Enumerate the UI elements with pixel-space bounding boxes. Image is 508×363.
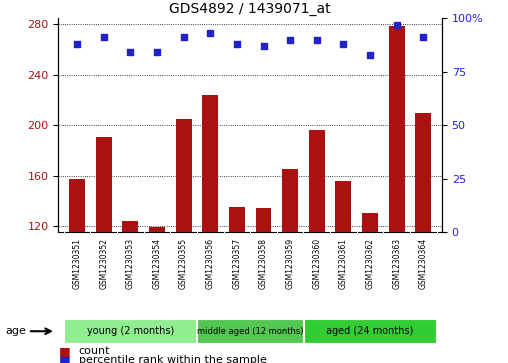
Text: GSM1230352: GSM1230352 — [99, 237, 108, 289]
Point — [260, 43, 268, 49]
Text: GSM1230359: GSM1230359 — [285, 237, 295, 289]
Point — [179, 34, 187, 40]
Text: GSM1230362: GSM1230362 — [366, 237, 374, 289]
Text: middle aged (12 months): middle aged (12 months) — [197, 327, 303, 336]
Text: GSM1230358: GSM1230358 — [259, 237, 268, 289]
Bar — [96, 136, 112, 232]
Text: GSM1230356: GSM1230356 — [206, 237, 215, 289]
Point — [286, 37, 294, 42]
Point — [419, 34, 427, 40]
Bar — [416, 113, 431, 232]
Title: GDS4892 / 1439071_at: GDS4892 / 1439071_at — [169, 2, 331, 16]
Bar — [69, 179, 85, 232]
Text: GSM1230353: GSM1230353 — [126, 237, 135, 289]
Point — [206, 30, 214, 36]
Text: GSM1230363: GSM1230363 — [392, 237, 401, 289]
Text: GSM1230364: GSM1230364 — [419, 237, 428, 289]
Text: count: count — [79, 346, 110, 356]
Text: GSM1230355: GSM1230355 — [179, 237, 188, 289]
Bar — [122, 221, 138, 232]
Point — [339, 41, 347, 47]
Bar — [309, 130, 325, 232]
Text: GSM1230357: GSM1230357 — [232, 237, 241, 289]
Point — [366, 52, 374, 57]
Bar — [149, 227, 165, 232]
Point — [313, 37, 321, 42]
Point — [153, 49, 161, 55]
Bar — [176, 119, 192, 232]
Text: young (2 months): young (2 months) — [87, 326, 174, 336]
Bar — [256, 208, 271, 232]
Text: GSM1230360: GSM1230360 — [312, 237, 321, 289]
Bar — [304, 319, 436, 343]
Bar — [282, 169, 298, 232]
Bar — [65, 319, 197, 343]
Text: age: age — [5, 326, 26, 336]
Bar — [362, 213, 378, 232]
Bar — [389, 26, 405, 232]
Text: ■: ■ — [58, 354, 70, 363]
Text: GSM1230354: GSM1230354 — [152, 237, 162, 289]
Point — [100, 34, 108, 40]
Point — [233, 41, 241, 47]
Bar — [229, 207, 245, 232]
Point — [126, 49, 135, 55]
Text: aged (24 months): aged (24 months) — [326, 326, 414, 336]
Point — [393, 22, 401, 28]
Text: percentile rank within the sample: percentile rank within the sample — [79, 355, 267, 363]
Text: GSM1230351: GSM1230351 — [73, 237, 82, 289]
Bar — [335, 181, 352, 232]
Text: ■: ■ — [58, 345, 70, 358]
Text: GSM1230361: GSM1230361 — [339, 237, 348, 289]
Bar — [198, 319, 303, 343]
Bar — [202, 95, 218, 232]
Point — [73, 41, 81, 47]
